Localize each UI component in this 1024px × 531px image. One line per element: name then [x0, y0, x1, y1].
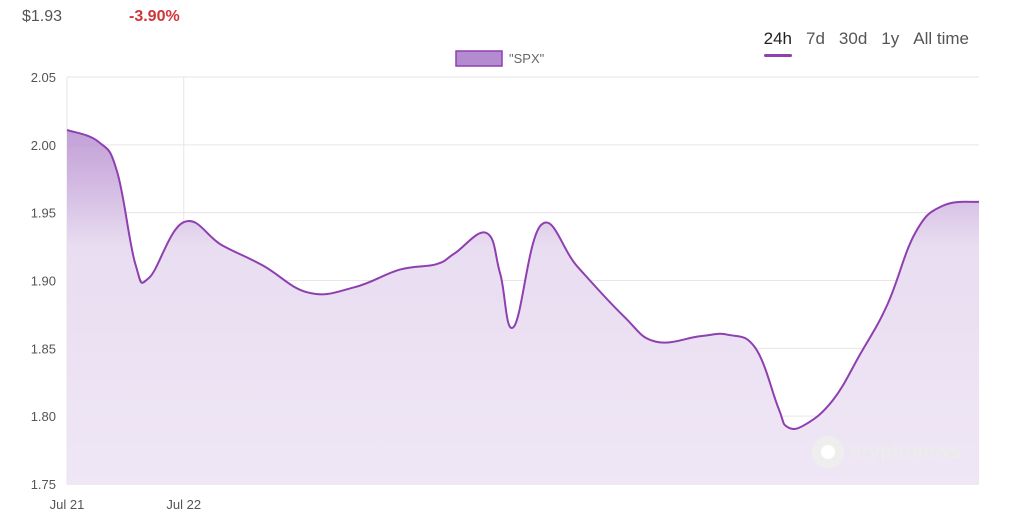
watermark-text: cryptonews	[850, 440, 962, 463]
watermark: cryptonews	[812, 436, 961, 468]
series-line	[66, 128, 980, 431]
y-tick-label: 2.00	[31, 138, 56, 153]
tab-all-time[interactable]: All time	[913, 29, 969, 48]
cryptonews-logo-icon	[812, 436, 844, 468]
price-change: -3.90%	[129, 8, 180, 25]
x-tick-label: Jul 21	[50, 497, 85, 512]
y-tick-label: 1.85	[31, 341, 56, 356]
x-tick-label: Jul 22	[166, 497, 201, 512]
y-tick-label: 2.05	[31, 70, 56, 85]
tab-30d[interactable]: 30d	[838, 29, 868, 48]
legend: "SPX"	[455, 50, 545, 67]
legend-label: "SPX"	[509, 51, 545, 66]
y-tick-label: 1.80	[31, 409, 56, 424]
tab-24h[interactable]: 24h	[763, 29, 793, 57]
tab-7d[interactable]: 7d	[806, 29, 825, 48]
y-axis: 1.75 1.80 1.85 1.90 1.95 2.00 2.05	[31, 70, 56, 492]
current-price: $1.93	[22, 8, 63, 25]
range-tabs: 24h 7d 30d 1y All time	[763, 29, 969, 57]
tab-1y[interactable]: 1y	[881, 29, 900, 48]
x-axis: Jul 21 Jul 22	[50, 497, 201, 512]
y-tick-label: 1.95	[31, 206, 56, 221]
legend-swatch	[455, 50, 503, 67]
y-tick-label: 1.75	[31, 477, 56, 492]
y-tick-label: 1.90	[31, 274, 56, 289]
series-area	[67, 129, 979, 484]
